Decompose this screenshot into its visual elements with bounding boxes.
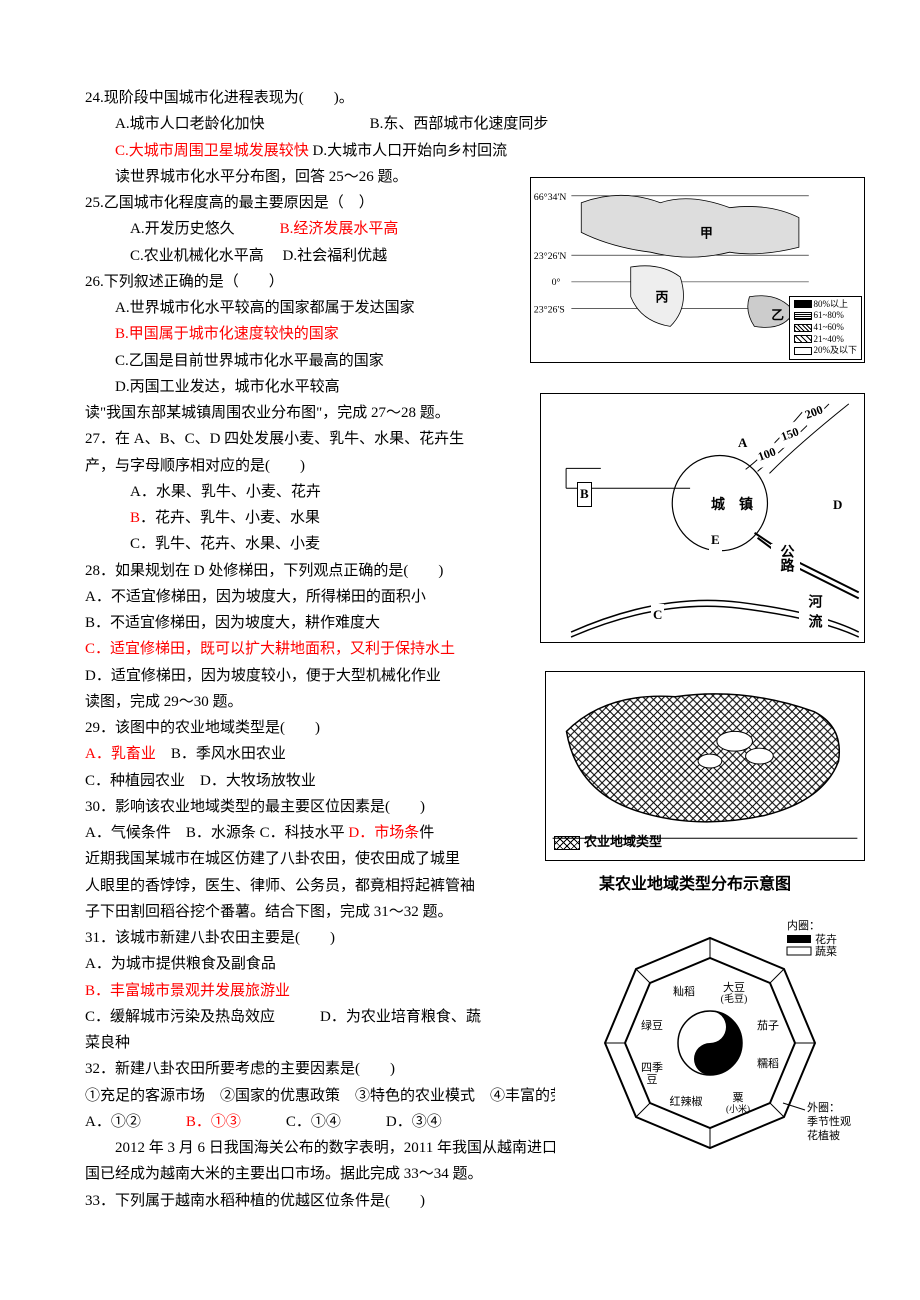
svg-text:大豆: 大豆 bbox=[723, 980, 745, 994]
svg-text:糯稻: 糯稻 bbox=[757, 1056, 779, 1070]
svg-text:甲: 甲 bbox=[700, 226, 713, 240]
q25-d: D.社会福利优越 bbox=[283, 248, 388, 264]
svg-text:乙: 乙 bbox=[771, 308, 784, 322]
svg-text:豆: 豆 bbox=[647, 1074, 658, 1086]
q25-a: A.开发历史悠久 bbox=[130, 221, 235, 237]
q29-b: B．季风水田农业 bbox=[171, 746, 286, 762]
q30-a: A．气候条件 bbox=[85, 825, 171, 841]
q25-b: B.经济发展水平高 bbox=[280, 221, 399, 237]
svg-text:蔬菜: 蔬菜 bbox=[815, 945, 837, 958]
svg-text:花植被: 花植被 bbox=[807, 1128, 840, 1142]
svg-text:0°: 0° bbox=[552, 277, 561, 288]
fig2-road: 公路 bbox=[771, 544, 800, 572]
fig2-d: D bbox=[831, 494, 844, 517]
q31-d: D．为农业培育粮食、蔬 bbox=[320, 1009, 481, 1025]
map-legend: 80%以上 61~80% 41~60% 21~40% 20%及以下 bbox=[789, 296, 863, 360]
q32-c: C．①④ bbox=[286, 1114, 341, 1130]
fig2-c: C bbox=[651, 604, 664, 627]
svg-text:季节性观: 季节性观 bbox=[807, 1114, 851, 1128]
fig3-legend: 农业地域类型 bbox=[554, 831, 662, 854]
q32-d: D．③④ bbox=[386, 1114, 442, 1130]
fig2-town: 城 镇 bbox=[709, 494, 755, 519]
q24-stem: 24.现阶段中国城市化进程表现为( )。 bbox=[85, 85, 855, 111]
svg-text:(小米): (小米) bbox=[726, 1103, 750, 1114]
q25-c: C.农业机械化水平高 bbox=[130, 248, 264, 264]
q24-d: D.大城市人口开始向乡村回流 bbox=[313, 143, 508, 159]
q30-b: B．水源条 bbox=[186, 825, 256, 841]
svg-text:内圈：: 内圈： bbox=[787, 918, 820, 932]
world-urbanization-map: 66°34'N 23°26'N 0° 23°26'S 甲 乙 丙 80%以上 6… bbox=[530, 177, 865, 363]
svg-text:茄子: 茄子 bbox=[757, 1018, 779, 1032]
svg-text:红辣椒: 红辣椒 bbox=[670, 1094, 703, 1108]
q24-ab: A.城市人口老龄化加快 B.东、西部城市化速度同步 bbox=[85, 111, 855, 137]
q24-b: B.东、西部城市化速度同步 bbox=[370, 116, 549, 132]
svg-text:籼稻: 籼稻 bbox=[673, 985, 695, 998]
fig2-b: B bbox=[577, 482, 592, 507]
q33-stem: 33．下列属于越南水稻种植的优越区位条件是( ) bbox=[85, 1188, 855, 1214]
svg-text:23°26'S: 23°26'S bbox=[534, 305, 565, 316]
q30-d: D．市场条 bbox=[348, 825, 419, 841]
q29-d: D．大牧场放牧业 bbox=[200, 773, 316, 789]
q32-b: B．①③ bbox=[186, 1114, 241, 1130]
q24-c: C.大城市周围卫星城发展较快 bbox=[115, 143, 309, 159]
q30-d-tail: 件 bbox=[419, 825, 434, 841]
fig3-caption: 某农业地域类型分布示意图 bbox=[540, 871, 850, 899]
agri-region-map: 农业地域类型 bbox=[545, 671, 865, 861]
fig2-river: 河流 bbox=[799, 594, 828, 634]
q24-cd: C.大城市周围卫星城发展较快 D.大城市人口开始向乡村回流 bbox=[85, 138, 855, 164]
svg-text:花卉: 花卉 bbox=[815, 933, 837, 946]
svg-text:23°26'N: 23°26'N bbox=[534, 251, 567, 262]
svg-text:(毛豆): (毛豆) bbox=[721, 993, 748, 1005]
svg-text:粟: 粟 bbox=[733, 1091, 744, 1104]
bagua-farmland: 大豆 (毛豆) 茄子 糯稻 粟 (小米) 红辣椒 四季 豆 绿豆 籼稻 内圈： … bbox=[555, 915, 865, 1161]
q29-a: A．乳畜业 bbox=[85, 746, 156, 762]
q24-a: A.城市人口老龄化加快 bbox=[115, 116, 265, 132]
lead33b: 国已经成为越南大米的主要出口市场。据此完成 33～34 题。 bbox=[85, 1161, 855, 1187]
svg-text:外圈：: 外圈： bbox=[807, 1101, 840, 1114]
exam-content: 24.现阶段中国城市化进程表现为( )。 A.城市人口老龄化加快 B.东、西部城… bbox=[85, 85, 855, 1214]
svg-text:四季: 四季 bbox=[641, 1061, 663, 1074]
svg-text:66°34'N: 66°34'N bbox=[534, 192, 567, 203]
q32-a: A．①② bbox=[85, 1114, 141, 1130]
fig2-e: E bbox=[709, 529, 722, 552]
q30-c: C．科技水平 bbox=[260, 825, 345, 841]
q29-c: C．种植园农业 bbox=[85, 773, 185, 789]
q31-c: C．缓解城市污染及热岛效应 bbox=[85, 1009, 275, 1025]
svg-text:丙: 丙 bbox=[655, 291, 668, 305]
town-agri-map: A B C D E 城 镇 公路 河流 200 150 100 bbox=[540, 393, 865, 643]
fig2-a: A bbox=[736, 432, 749, 455]
svg-text:绿豆: 绿豆 bbox=[641, 1018, 663, 1032]
